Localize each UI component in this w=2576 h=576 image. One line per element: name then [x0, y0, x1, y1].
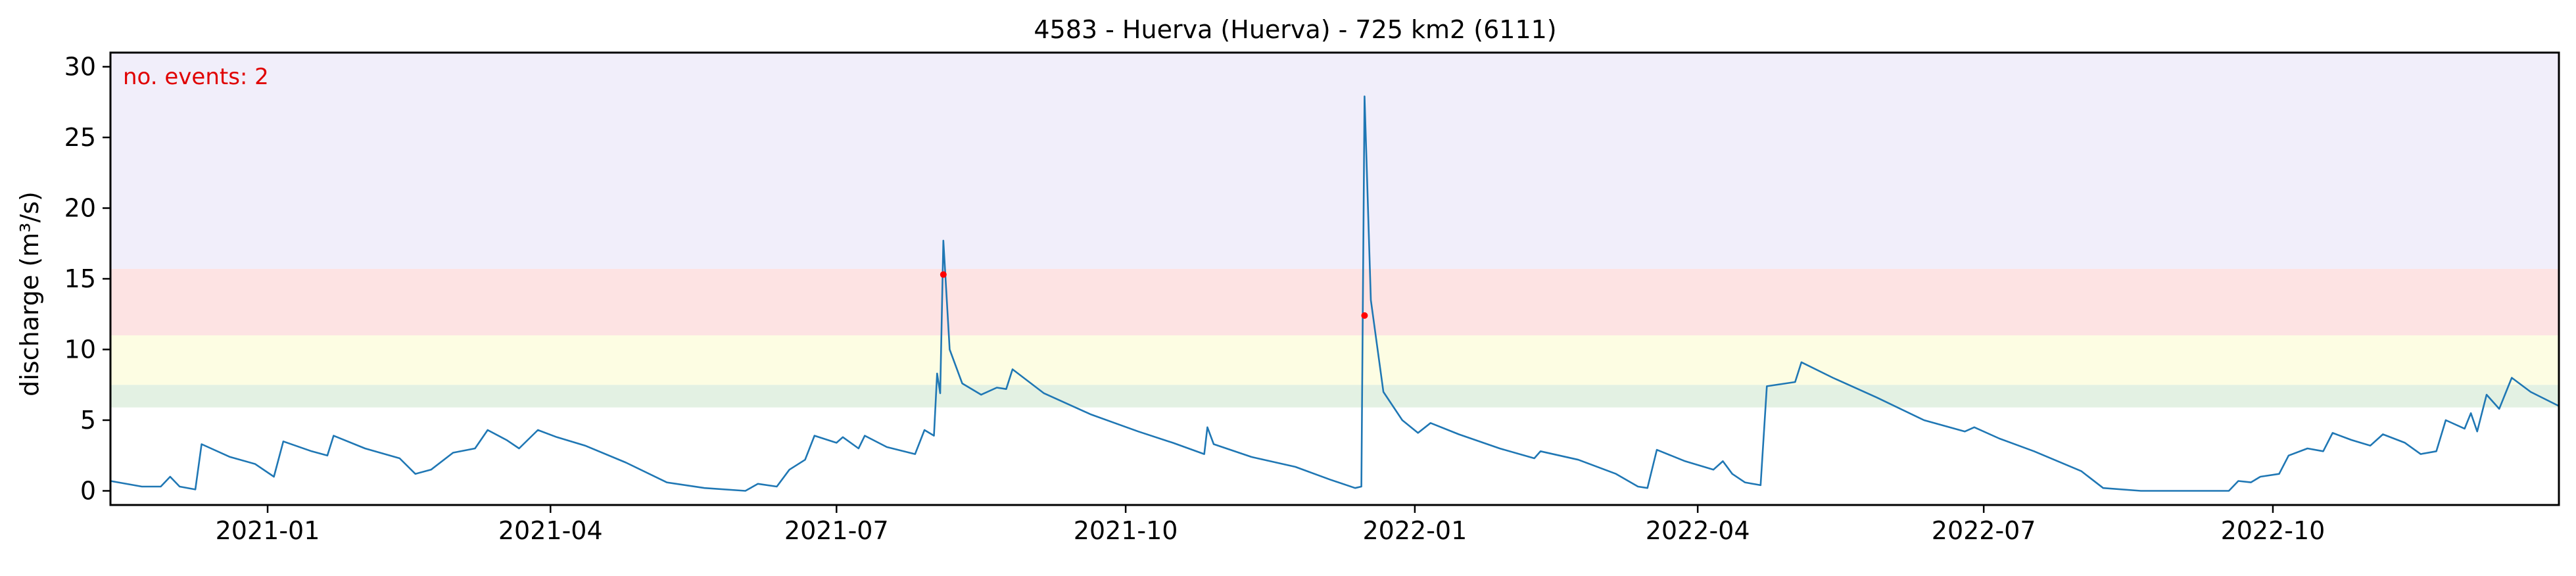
y-axis-label: discharge (m³/s): [15, 191, 44, 396]
threshold-band-1: [110, 335, 2559, 385]
y-tick-label-3: 15: [64, 264, 96, 293]
event-marker-0: [940, 271, 947, 278]
y-tick-label-1: 5: [80, 406, 96, 435]
discharge-line-0: [110, 95, 2560, 492]
x-tick-label-1: 2021-04: [498, 516, 603, 545]
x-tick-label-3: 2021-10: [1074, 516, 1178, 545]
events-count-annotation: no. events: 2: [123, 64, 269, 90]
x-axis: 2021-01 2021-04 2021-07 2021-10 2022-01 2022-…: [216, 505, 2326, 545]
x-tick-label-6: 2022-07: [1932, 516, 2036, 545]
y-tick-label-0: 0: [80, 477, 96, 506]
threshold-bands: [110, 53, 2559, 408]
threshold-band-0: [110, 385, 2559, 408]
chart-title: 4583 - Huerva (Huerva) - 725 km2 (6111): [1034, 15, 1556, 44]
threshold-band-3: [110, 53, 2559, 269]
x-tick-label-2: 2021-07: [784, 516, 889, 545]
x-tick-label-5: 2022-04: [1646, 516, 1750, 545]
y-tick-label-4: 20: [64, 194, 96, 223]
event-marker-1: [1361, 312, 1368, 319]
series-layer: [110, 95, 2560, 492]
y-axis: 0 5 10 15 20 25 30: [64, 53, 110, 506]
x-tick-label-7: 2022-10: [2221, 516, 2326, 545]
x-tick-label-4: 2022-01: [1363, 516, 1467, 545]
y-tick-label-5: 25: [64, 123, 96, 152]
event-markers: [940, 271, 1368, 319]
y-tick-label-6: 30: [64, 53, 96, 82]
x-tick-label-0: 2021-01: [216, 516, 320, 545]
threshold-band-2: [110, 268, 2559, 335]
y-tick-label-2: 10: [64, 335, 96, 364]
